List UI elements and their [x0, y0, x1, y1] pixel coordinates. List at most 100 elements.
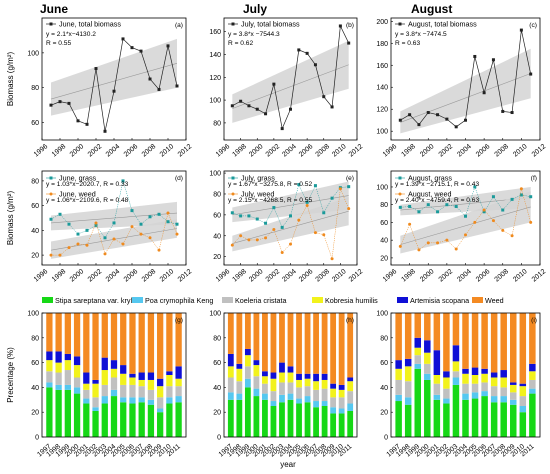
x-tick-label: 2010	[512, 268, 529, 283]
y-tick-label: 80	[380, 202, 388, 209]
x-tick-label: 2010	[331, 268, 348, 283]
legend-label-grass: August, grass	[408, 174, 452, 183]
bar-segment	[55, 362, 62, 373]
data-point-weed	[230, 243, 234, 247]
data-point-weed	[103, 252, 107, 256]
bar-segment	[471, 375, 479, 384]
bar-segment	[481, 313, 488, 369]
bar-segment	[304, 402, 311, 437]
bar-segment	[262, 376, 268, 384]
bar-segment	[253, 365, 260, 377]
y-tick-label: 40	[31, 228, 39, 235]
bar-segment	[443, 371, 450, 378]
bar-segment	[110, 389, 118, 397]
panel-label: (g)	[175, 317, 183, 324]
bar-segment	[166, 313, 173, 372]
data-point-weed	[510, 234, 514, 238]
bar-segment	[452, 371, 460, 378]
data-point-weed	[94, 221, 98, 225]
data-point-grass	[247, 214, 251, 218]
series-line-weed	[400, 188, 531, 251]
x-tick-label: 2010	[159, 143, 176, 158]
data-point-total	[482, 91, 486, 95]
legend-marker-weed	[231, 192, 235, 196]
y-tick-label: 60	[213, 360, 221, 367]
bar-segment	[270, 378, 277, 392]
data-point-total	[445, 117, 449, 121]
bar-segment	[46, 382, 53, 388]
x-tick-label: 2002	[87, 143, 104, 158]
panel-a: 1996 1998 2000 2002 2004 2006 2008 2010 2012 60 80…	[6, 17, 194, 159]
bar-segment	[481, 373, 488, 383]
x-tick-label: 1996	[382, 143, 399, 158]
bar-segment	[83, 398, 90, 404]
data-point-weed	[166, 211, 170, 215]
fit-line	[400, 206, 531, 245]
x-tick-label: 2008	[315, 268, 332, 283]
legend-marker-weed	[49, 192, 53, 196]
bar-segment	[279, 362, 285, 373]
bar-segment	[321, 379, 328, 389]
x-tick-label: 2004	[105, 143, 122, 158]
y-tick-label: 40	[213, 233, 221, 240]
legend-marker-total	[231, 22, 235, 26]
data-point-grass	[454, 204, 458, 208]
bar-segment	[166, 371, 173, 375]
bar-segment	[64, 313, 71, 354]
bar-segment	[147, 404, 155, 437]
bar-segment	[270, 391, 277, 402]
bar-segment	[424, 363, 431, 374]
bar-segment	[304, 373, 311, 379]
bar-segment	[404, 381, 412, 398]
fit-equation: y = 3.8*x −7544.3	[228, 31, 280, 38]
bar-segment	[83, 383, 90, 390]
bar-segment	[462, 399, 469, 437]
panel-label: (d)	[175, 175, 183, 182]
bar-segment	[83, 372, 90, 384]
bar-segment	[92, 397, 99, 408]
bar-segment	[395, 360, 402, 369]
data-point-weed	[501, 228, 505, 232]
data-point-weed	[112, 237, 116, 241]
data-point-weed	[473, 220, 477, 224]
data-point-weed	[272, 227, 276, 231]
data-point-weed	[148, 236, 152, 240]
bar-segment	[424, 379, 431, 437]
bar-segment	[279, 394, 285, 403]
data-point-grass	[94, 223, 98, 227]
bar-segment	[244, 313, 251, 349]
data-point-total	[121, 37, 125, 41]
x-tick-label: 2006	[123, 143, 140, 158]
bar-segment	[227, 377, 234, 393]
x-tick-label: 2004	[281, 143, 298, 158]
y-tick-label: 140	[376, 85, 388, 92]
bar-segment	[175, 366, 182, 379]
bar-segment	[395, 401, 402, 437]
bar-segment	[481, 382, 488, 392]
legend-label-species: Poa crymophila Keng	[145, 296, 213, 305]
x-tick-label: 2006	[123, 268, 140, 283]
legend-label-species: Artemisia scopana	[410, 296, 469, 305]
bar-segment	[175, 386, 182, 397]
bar-segment	[296, 313, 302, 374]
panel-label: (a)	[175, 22, 183, 29]
panel-e: 1996 1998 2000 2002 2004 2006 2008 2010 2012 20 40…	[209, 171, 364, 284]
x-tick-label: 2012	[177, 143, 194, 158]
y-tick-label: 100	[209, 98, 221, 105]
legend-label-grass: July, grass	[241, 174, 275, 183]
x-tick-label: 2012	[177, 268, 194, 283]
bar-segment	[519, 383, 527, 387]
bar-segment	[236, 313, 243, 364]
fit-equation-weed: y = 2.40*x −4759.4, R = 0.63	[395, 197, 479, 204]
y-tick-label: 20	[213, 410, 221, 417]
fit-equation-weed: y = 2.15*x −4268.5, R = 0.55	[228, 197, 312, 204]
bar-segment	[46, 351, 53, 361]
bar-segment	[347, 377, 354, 382]
bar-segment	[253, 396, 260, 437]
bar-segment	[73, 387, 81, 394]
bar-segment	[462, 393, 469, 400]
bar-segment	[287, 372, 294, 383]
data-point-grass	[519, 193, 523, 197]
bar-segment	[424, 313, 431, 341]
bar-segment	[471, 367, 479, 375]
